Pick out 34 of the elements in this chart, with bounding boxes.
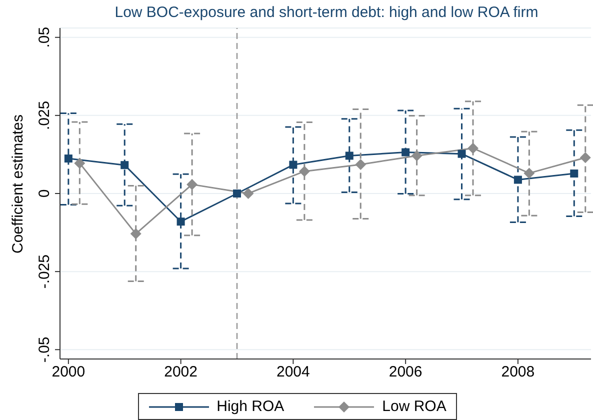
x-tick-label: 2002 [164, 364, 198, 381]
point [402, 148, 410, 156]
x-tick-label: 2000 [52, 364, 86, 381]
x-tick-label: 2004 [276, 364, 310, 381]
point [130, 228, 142, 240]
point [298, 166, 310, 177]
point [468, 142, 478, 154]
y-tick-label: -.05 [36, 336, 53, 363]
point [570, 170, 578, 178]
legend-label: Low ROA [382, 398, 446, 415]
point [233, 190, 241, 198]
point [524, 168, 535, 179]
legend-label: High ROA [216, 398, 284, 415]
y-tick-label: .05 [36, 26, 53, 48]
point [345, 152, 354, 160]
point [176, 218, 185, 226]
point [580, 152, 591, 164]
point [242, 188, 254, 199]
x-tick-label: 2006 [388, 364, 422, 381]
x-tick-label: 2008 [501, 364, 535, 381]
point [411, 150, 422, 162]
point [355, 158, 366, 170]
point [186, 178, 198, 190]
point [120, 161, 129, 170]
y-tick-label: -.025 [36, 254, 53, 289]
y-axis-title: Coefficient estimates [9, 114, 26, 254]
y-tick-label: 0 [36, 189, 53, 198]
point [74, 158, 86, 169]
point [64, 154, 72, 163]
point [458, 150, 466, 158]
y-tick-label: .025 [36, 100, 53, 130]
point [289, 160, 298, 169]
chart-title: Low BOC-exposure and short-term debt: high and low ROA firm [114, 4, 540, 21]
point [514, 176, 522, 184]
